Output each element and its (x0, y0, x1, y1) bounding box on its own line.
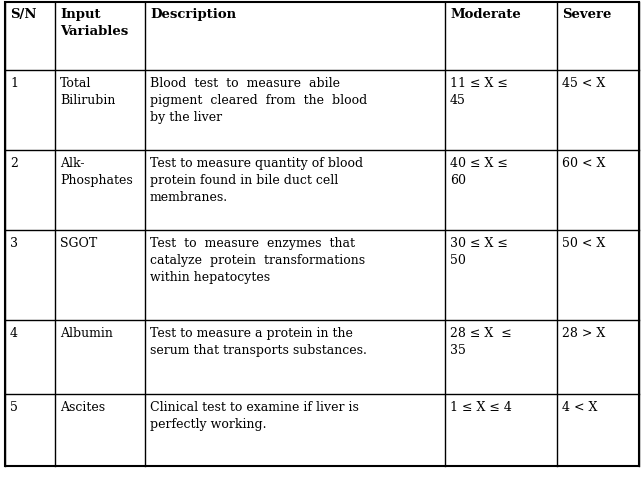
Text: 1 ≤ X ≤ 4: 1 ≤ X ≤ 4 (450, 401, 512, 414)
Text: Severe: Severe (562, 8, 611, 21)
Text: Input
Variables: Input Variables (60, 8, 128, 38)
Text: Total
Bilirubin: Total Bilirubin (60, 77, 115, 107)
Text: Test to measure quantity of blood
protein found in bile duct cell
membranes.: Test to measure quantity of blood protei… (150, 157, 363, 204)
Text: Description: Description (150, 8, 236, 21)
Text: Moderate: Moderate (450, 8, 521, 21)
Text: 3: 3 (10, 237, 18, 250)
Text: 1: 1 (10, 77, 18, 90)
Text: Test to measure a protein in the
serum that transports substances.: Test to measure a protein in the serum t… (150, 327, 367, 357)
Text: Test  to  measure  enzymes  that
catalyze  protein  transformations
within hepat: Test to measure enzymes that catalyze pr… (150, 237, 365, 284)
Text: 4 < X: 4 < X (562, 401, 598, 414)
Text: Alk-
Phosphates: Alk- Phosphates (60, 157, 133, 187)
Text: 2: 2 (10, 157, 18, 170)
Text: Ascites: Ascites (60, 401, 105, 414)
Text: Clinical test to examine if liver is
perfectly working.: Clinical test to examine if liver is per… (150, 401, 359, 431)
Text: 30 ≤ X ≤
50: 30 ≤ X ≤ 50 (450, 237, 508, 267)
Text: Blood  test  to  measure  abile
pigment  cleared  from  the  blood
by the liver: Blood test to measure abile pigment clea… (150, 77, 367, 124)
Text: 45 < X: 45 < X (562, 77, 605, 90)
Text: 40 ≤ X ≤
60: 40 ≤ X ≤ 60 (450, 157, 508, 187)
Text: Albumin: Albumin (60, 327, 113, 340)
Text: S/N: S/N (10, 8, 37, 21)
Text: 5: 5 (10, 401, 18, 414)
Text: 11 ≤ X ≤
45: 11 ≤ X ≤ 45 (450, 77, 508, 107)
Text: 4: 4 (10, 327, 18, 340)
Text: SGOT: SGOT (60, 237, 97, 250)
Text: 28 > X: 28 > X (562, 327, 605, 340)
Text: 50 < X: 50 < X (562, 237, 605, 250)
Text: 60 < X: 60 < X (562, 157, 605, 170)
Text: 28 ≤ X  ≤
35: 28 ≤ X ≤ 35 (450, 327, 512, 357)
